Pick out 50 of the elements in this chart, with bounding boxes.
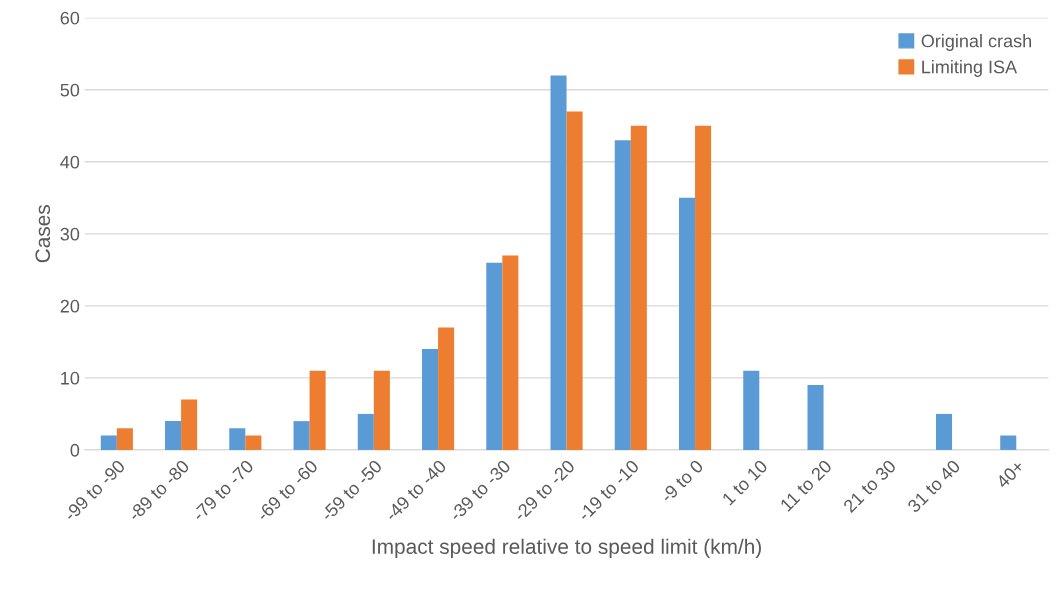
x-tick-label: -49 to -40 [384,459,447,522]
x-tick-label: -19 to -10 [577,459,640,522]
bar [566,111,583,450]
bar [373,370,390,450]
bar [245,435,262,450]
x-tick-label: -39 to -30 [448,459,512,522]
bar [743,370,760,450]
y-tick-label: 60 [60,11,80,25]
y-tick-label: 10 [61,371,80,385]
bar [807,385,824,450]
bar [502,255,519,450]
y-tick-label: 30 [60,227,80,241]
bar [165,421,182,450]
x-tick-label: -69 to -60 [255,459,319,522]
bar [630,125,647,450]
x-tick-label: 1 to 10 [721,459,769,506]
y-tick-label: 20 [60,299,80,313]
x-tick-label: 21 to 30 [842,459,897,514]
y-axis-title: Cases [35,205,51,263]
bar [935,413,953,450]
x-tick-label: 31 to 40 [906,459,961,514]
x-tick-label: -99 to -90 [63,459,126,522]
x-tick-label: 11 to 20 [779,459,833,512]
x-tick-label: -79 to -70 [191,459,255,522]
bar [614,140,631,450]
bar [293,421,310,450]
bar [438,327,455,450]
x-tick-label: -9 to 0 [659,459,704,504]
bar [486,262,503,450]
bar [181,399,198,450]
bar [116,428,133,450]
bar [1000,435,1017,450]
y-tick-label: 50 [60,83,80,97]
y-tick-label: 0 [70,443,80,457]
x-tick-label: -59 to -50 [320,459,383,522]
bar [357,413,374,450]
x-tick-label: -29 to -20 [512,459,576,522]
bar [695,125,712,450]
bar [422,349,439,450]
bar [309,370,326,450]
x-axis-title: Impact speed relative to speed limit (km/h) [372,538,761,559]
legend-label: Original crash [921,34,1031,51]
bar [679,197,696,450]
bar [100,435,117,450]
legend-label: Limiting ISA [922,60,1018,77]
y-tick-label: 40 [60,155,80,169]
x-tick-label: 40+ [995,459,1026,489]
bar [550,75,567,450]
bar [229,428,246,450]
x-tick-label: -89 to -80 [127,459,190,522]
